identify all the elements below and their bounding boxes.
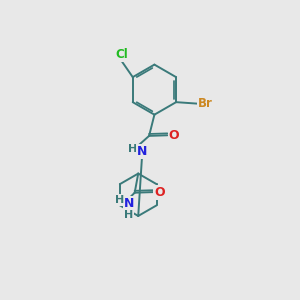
Text: N: N xyxy=(137,145,148,158)
Text: H: H xyxy=(115,195,124,205)
Text: O: O xyxy=(154,186,165,199)
Text: N: N xyxy=(124,197,134,210)
Text: Br: Br xyxy=(198,97,213,110)
Text: H: H xyxy=(124,210,134,220)
Text: O: O xyxy=(169,129,179,142)
Text: Cl: Cl xyxy=(115,48,128,61)
Text: H: H xyxy=(128,144,137,154)
